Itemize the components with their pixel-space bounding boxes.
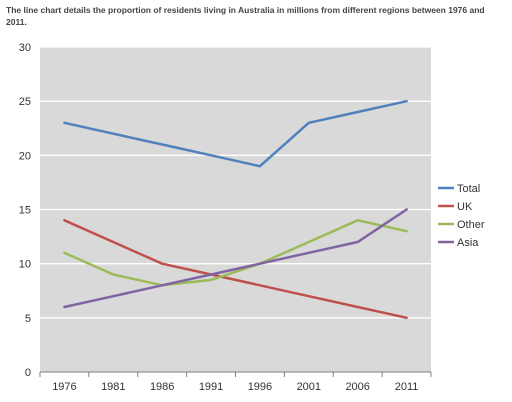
x-tick-label: 1996 [248,381,272,393]
x-tick-label: 1976 [52,381,76,393]
x-tick-label: 2006 [345,381,369,393]
series-line-total [63,99,408,168]
x-tick-label: 1986 [150,381,174,393]
y-tick-label: 20 [19,150,31,162]
series-line-other [63,219,408,287]
y-tick-label: 30 [19,42,31,54]
y-tick-label: 15 [19,205,31,217]
legend-label-asia: Asia [457,237,479,249]
legend: Total UK Other Asia [438,183,485,249]
legend-label-total: Total [457,183,480,195]
gridlines [40,46,431,319]
y-tick-label: 25 [19,96,31,108]
x-tick-label: 2011 [395,381,419,393]
axes: 0 5 10 15 20 25 30 1976 1981 1986 1991 1996 2001 2006… [19,42,432,393]
series-line-uk [63,219,408,320]
legend-label-other: Other [457,219,485,231]
x-tick-label: 2001 [297,381,321,393]
x-tick-label: 1991 [199,381,223,393]
series-lines [63,99,408,320]
y-tick-label: 0 [25,367,31,379]
series-line-asia [63,208,408,309]
legend-label-uk: UK [457,201,473,213]
chart-title: The line chart details the proportion of… [6,5,485,27]
y-tick-label: 10 [19,259,31,271]
x-tick-label: 1981 [101,381,125,393]
y-tick-label: 5 [25,313,31,325]
